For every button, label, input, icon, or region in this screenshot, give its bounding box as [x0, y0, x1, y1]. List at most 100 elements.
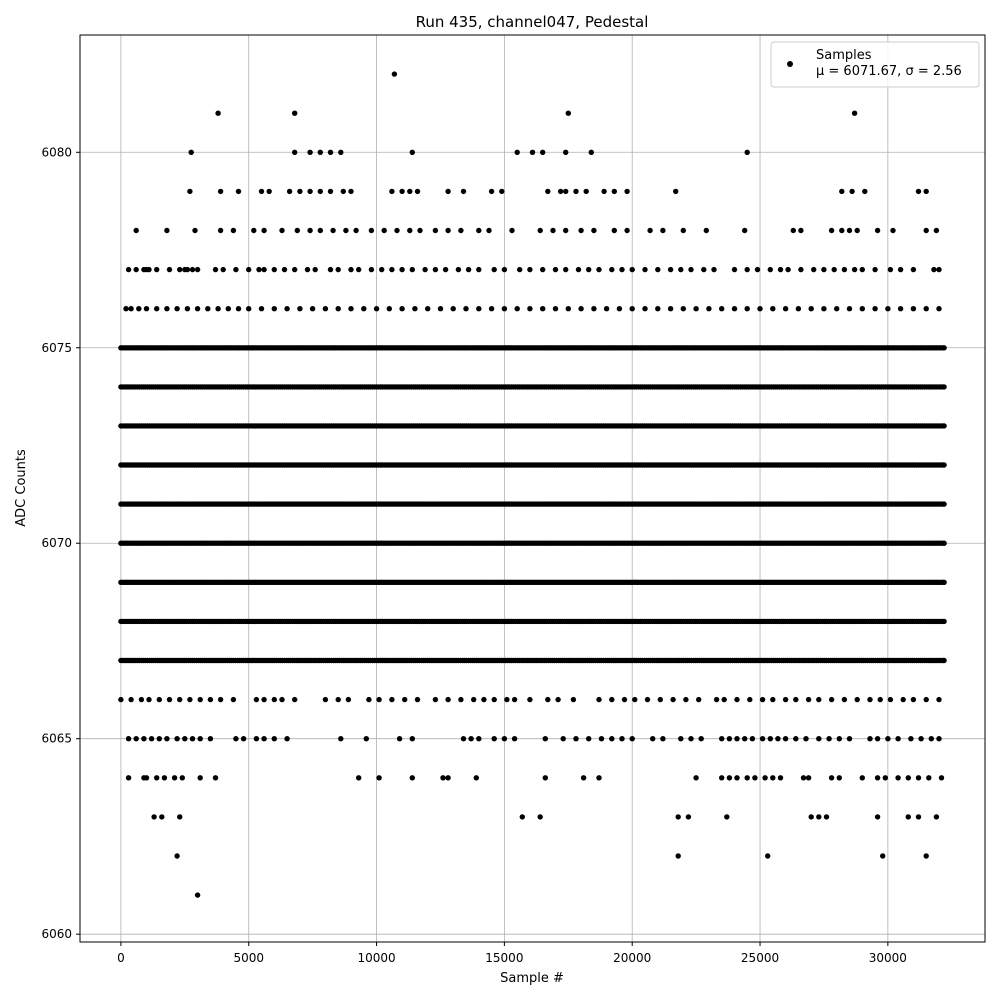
data-point [936, 266, 942, 273]
data-point [808, 306, 814, 312]
data-point [284, 736, 290, 742]
data-point [793, 696, 799, 703]
data-point [874, 775, 881, 781]
data-point [552, 266, 559, 273]
y-tick-label: 6060 [41, 927, 72, 941]
data-point [161, 775, 168, 781]
data-point [765, 853, 771, 859]
data-point [675, 853, 681, 859]
data-point [941, 384, 947, 390]
data-point [123, 306, 129, 312]
legend-stats: μ = 6071.67, σ = 2.56 [816, 64, 962, 79]
data-point [128, 696, 134, 703]
data-point [215, 110, 221, 116]
data-point [527, 306, 533, 312]
x-tick-label: 5000 [233, 951, 264, 965]
data-point [261, 227, 267, 234]
data-point [575, 266, 582, 273]
data-point [598, 736, 605, 742]
data-point [251, 227, 257, 234]
data-point [836, 775, 842, 781]
data-point [839, 227, 845, 234]
data-point [632, 696, 638, 703]
data-point [859, 306, 865, 312]
data-point [777, 266, 784, 273]
data-point [563, 188, 569, 195]
data-point [565, 110, 571, 116]
data-point [895, 775, 901, 781]
data-point [621, 696, 628, 703]
data-point [782, 696, 789, 703]
data-point [338, 736, 344, 742]
data-point [609, 266, 615, 273]
data-point [322, 306, 329, 312]
data-point [164, 736, 170, 742]
data-point [816, 814, 822, 820]
data-point [171, 775, 178, 781]
data-point [805, 696, 812, 703]
data-point [537, 227, 543, 234]
data-point [343, 227, 349, 234]
data-point [793, 736, 799, 742]
data-point [417, 227, 423, 234]
data-point [271, 696, 277, 703]
data-point [941, 618, 947, 625]
data-point [253, 696, 260, 703]
data-point [698, 736, 704, 742]
data-point [754, 266, 761, 273]
data-point [271, 736, 277, 742]
data-point [261, 736, 267, 742]
data-point [841, 696, 848, 703]
data-point [616, 306, 623, 312]
data-point [731, 266, 738, 273]
data-point [391, 71, 398, 77]
data-point [189, 266, 196, 273]
data-point [338, 149, 344, 155]
data-point [759, 696, 766, 703]
data-point [335, 306, 341, 312]
data-point [910, 696, 917, 703]
data-point [184, 306, 191, 312]
data-point [501, 266, 508, 273]
data-point [816, 696, 822, 703]
data-point [432, 227, 439, 234]
data-point [422, 266, 428, 273]
data-point [749, 736, 756, 742]
data-point [138, 696, 145, 703]
x-tick-label: 20000 [613, 951, 651, 965]
data-point [133, 266, 139, 273]
data-point [767, 736, 773, 742]
data-point [463, 306, 469, 312]
data-point [327, 266, 334, 273]
data-point [194, 306, 201, 312]
x-tick-label: 15000 [485, 951, 523, 965]
data-point [184, 266, 191, 273]
data-point [136, 306, 142, 312]
data-point [148, 736, 155, 742]
data-point [235, 188, 242, 195]
data-point [696, 696, 702, 703]
data-point [828, 775, 835, 781]
data-point [437, 306, 444, 312]
data-point [197, 775, 203, 781]
data-point [885, 736, 891, 742]
data-point [476, 736, 482, 742]
data-point [368, 266, 375, 273]
data-point [885, 306, 891, 312]
data-point [570, 696, 577, 703]
data-point [731, 306, 738, 312]
data-point [936, 736, 942, 742]
legend-box [770, 41, 980, 88]
data-point [488, 306, 495, 312]
data-point [353, 227, 359, 234]
data-point [688, 266, 694, 273]
data-point [742, 736, 748, 742]
data-point [294, 227, 300, 234]
data-point [279, 696, 285, 703]
data-point [174, 306, 180, 312]
data-point [307, 149, 313, 155]
data-point [246, 266, 252, 273]
data-point [501, 306, 508, 312]
data-point [159, 814, 165, 820]
data-point [619, 736, 625, 742]
